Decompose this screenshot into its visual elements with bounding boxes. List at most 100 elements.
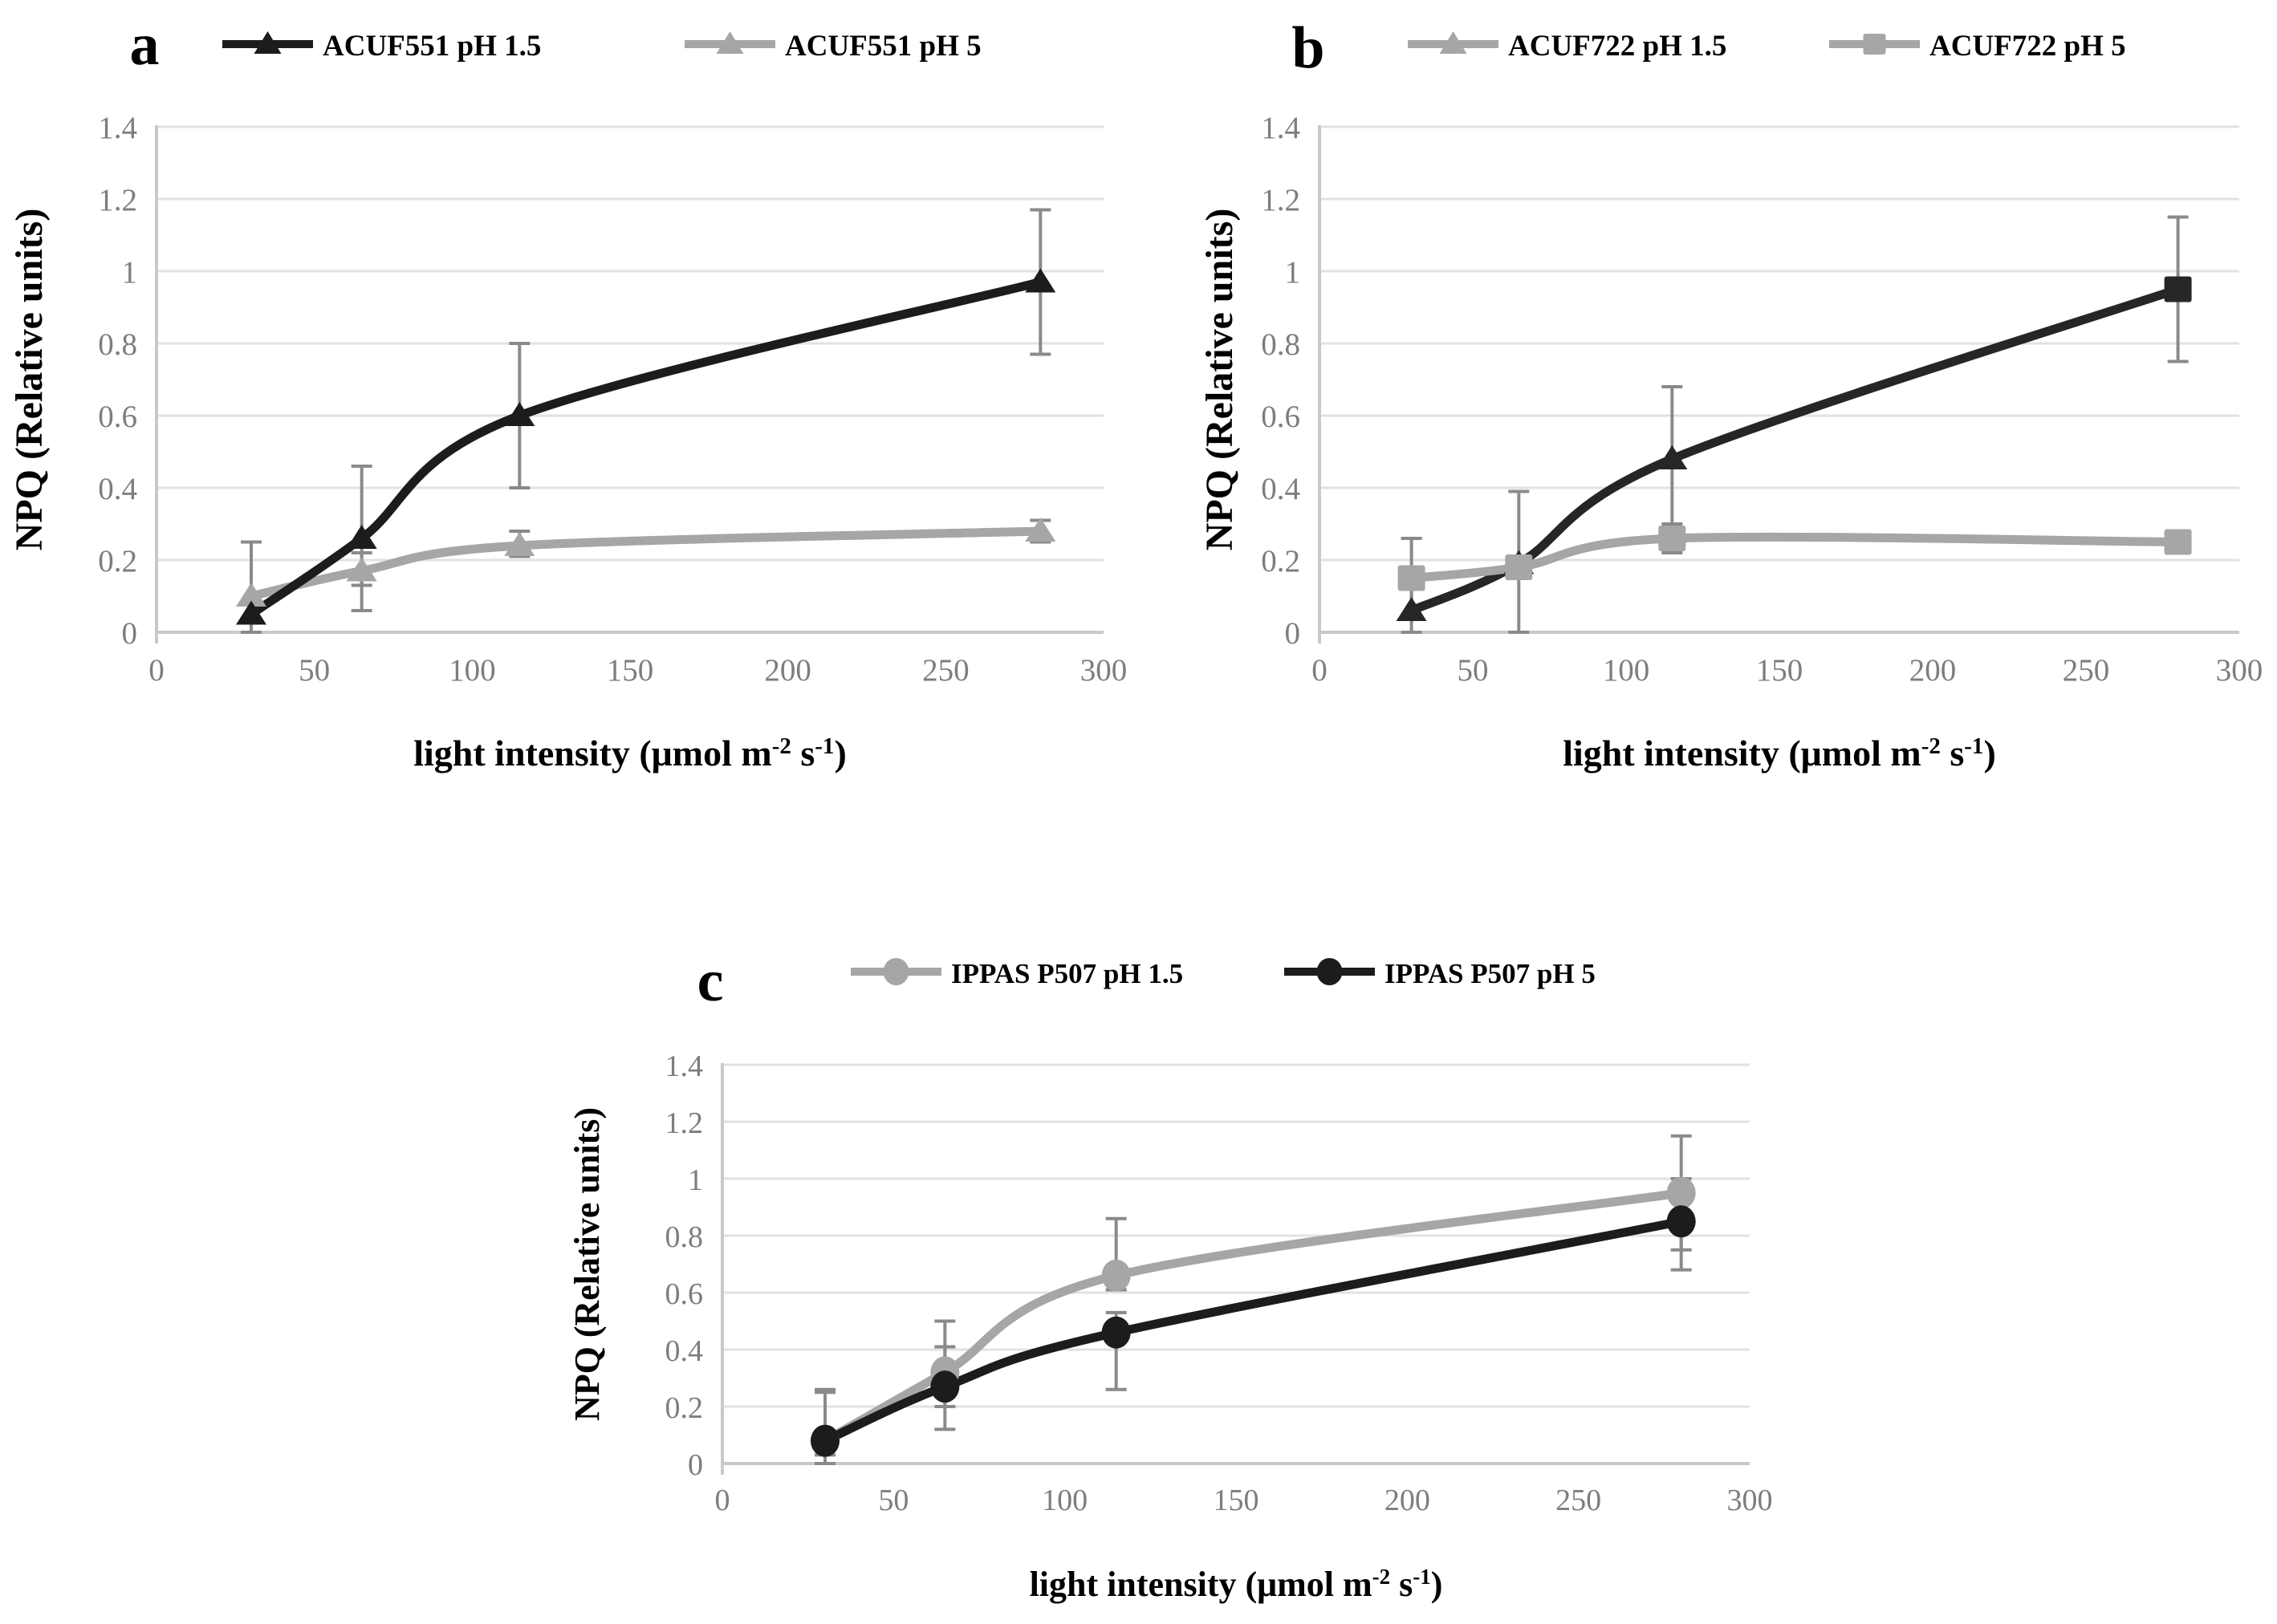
error-bars bbox=[351, 208, 1051, 612]
x-tick-label: 50 bbox=[878, 1484, 909, 1517]
x-axis-title-part: -1 bbox=[1413, 1565, 1431, 1589]
series-line bbox=[820, 1188, 1686, 1446]
panel-letter: b bbox=[1291, 15, 1324, 81]
series-markers bbox=[236, 518, 1056, 607]
data-point-marker bbox=[346, 557, 377, 582]
data-point-marker bbox=[2164, 529, 2192, 555]
legend-item: ACUF722 pH 5 bbox=[1829, 30, 2126, 63]
legend-item: IPPAS P507 pH 1.5 bbox=[851, 958, 1183, 989]
y-axis-title: NPQ (Relative units) bbox=[1198, 209, 1241, 551]
series-markers bbox=[811, 1205, 1696, 1457]
data-point-marker bbox=[1101, 1316, 1131, 1349]
x-tick-label: 200 bbox=[764, 653, 811, 688]
chart-panel-c: 0 0.2 0.4 0.6 0.8 1 1.2 1.4 0 50 100 150 200 250 300 c I… bbox=[567, 948, 1773, 1604]
x-tick-label: 0 bbox=[148, 653, 165, 688]
x-axis-title-part: -2 bbox=[1372, 1565, 1391, 1589]
y-tick-label: 1 bbox=[688, 1163, 703, 1197]
panel-letter: a bbox=[130, 12, 160, 78]
legend-item: IPPAS P507 pH 5 bbox=[1284, 958, 1596, 989]
legend-marker bbox=[1316, 958, 1343, 985]
y-tick-label: 0.6 bbox=[1261, 400, 1300, 434]
data-point-marker bbox=[1025, 518, 1056, 542]
y-tick-label: 1 bbox=[122, 255, 138, 290]
x-tick-label: 50 bbox=[299, 653, 330, 688]
x-axis-title-part: light intensity (μmol m bbox=[413, 733, 771, 773]
y-tick-label: 0.4 bbox=[665, 1334, 704, 1368]
x-axis-title: light intensity (μmol m-2 s-1) bbox=[413, 733, 847, 773]
x-axis-title-part: light intensity (μmol m bbox=[1030, 1565, 1372, 1604]
legend-marker bbox=[716, 31, 744, 54]
series-line bbox=[246, 526, 1045, 601]
x-tick-label: 250 bbox=[2063, 653, 2110, 688]
data-point-marker bbox=[1396, 597, 1427, 621]
gridlines bbox=[1319, 125, 2239, 562]
y-tick-label: 0.4 bbox=[98, 472, 137, 506]
x-axis-title-part: -2 bbox=[772, 733, 791, 759]
x-tick-label: 100 bbox=[1042, 1484, 1088, 1517]
legend-marker bbox=[1863, 34, 1886, 55]
x-axis-title-part: ) bbox=[1983, 733, 1995, 773]
x-tick-label: 250 bbox=[922, 653, 970, 688]
x-tick-label: 150 bbox=[607, 653, 654, 688]
y-tick-label: 1.2 bbox=[1261, 183, 1300, 217]
x-axis-title-part: ) bbox=[834, 733, 846, 773]
y-tick-label: 0.6 bbox=[665, 1277, 704, 1311]
y-axis-title: NPQ (Relative units) bbox=[8, 209, 51, 551]
x-tick-label: 200 bbox=[1384, 1484, 1430, 1517]
data-point-marker bbox=[504, 532, 535, 556]
series-markers bbox=[1397, 526, 2192, 591]
y-tick-label: 1.4 bbox=[98, 111, 137, 145]
x-tick-label: 250 bbox=[1555, 1484, 1601, 1517]
data-point-marker bbox=[504, 402, 535, 426]
tick-labels: 0 0.2 0.4 0.6 0.8 1 1.2 1.4 0 50 100 150 200 250 300 bbox=[98, 111, 1127, 688]
data-point-marker bbox=[1397, 565, 1425, 591]
y-tick-label: 0.2 bbox=[98, 544, 137, 579]
x-tick-label: 100 bbox=[1603, 653, 1650, 688]
y-tick-label: 1.2 bbox=[665, 1106, 704, 1140]
x-axis-title: light intensity (μmol m-2 s-1) bbox=[1563, 733, 1996, 773]
panel-letter: c bbox=[697, 948, 724, 1014]
legend-label: IPPAS P507 pH 1.5 bbox=[951, 958, 1183, 989]
x-tick-label: 300 bbox=[2216, 653, 2263, 688]
y-tick-label: 0 bbox=[122, 616, 138, 651]
legend-label: ACUF722 pH 5 bbox=[1929, 30, 2126, 63]
chart-panel-a: 0 0.2 0.4 0.6 0.8 1 1.2 1.4 0 50 100 150 200 250 300 a A… bbox=[8, 12, 1127, 773]
legend-item: ACUF551 pH 5 bbox=[685, 30, 982, 63]
data-point-marker bbox=[236, 600, 266, 625]
x-tick-label: 300 bbox=[1727, 1484, 1773, 1517]
x-axis-title: light intensity (μmol m-2 s-1) bbox=[1030, 1565, 1443, 1604]
y-tick-label: 0.8 bbox=[98, 327, 137, 362]
data-point-marker bbox=[1025, 268, 1056, 293]
y-tick-label: 0.8 bbox=[665, 1220, 704, 1254]
data-point-marker bbox=[1666, 1205, 1696, 1238]
y-tick-label: 1 bbox=[1285, 255, 1301, 290]
data-point-marker bbox=[1658, 526, 1686, 551]
y-tick-label: 0.8 bbox=[1261, 327, 1300, 362]
legend-item: ACUF551 pH 1.5 bbox=[222, 30, 541, 63]
legend-marker bbox=[1439, 31, 1467, 54]
x-axis-title-part: -1 bbox=[1964, 733, 1983, 759]
x-tick-label: 150 bbox=[1756, 653, 1803, 688]
y-tick-label: 1.2 bbox=[98, 183, 137, 217]
legend-label: ACUF722 pH 1.5 bbox=[1508, 30, 1726, 63]
data-point-marker bbox=[811, 1424, 840, 1457]
data-point-marker bbox=[236, 583, 266, 607]
data-point-marker bbox=[346, 525, 377, 549]
y-tick-label: 0.2 bbox=[665, 1391, 704, 1425]
y-tick-label: 1.4 bbox=[1261, 111, 1300, 145]
data-point-marker bbox=[1657, 445, 1688, 469]
y-tick-label: 0.6 bbox=[98, 400, 137, 434]
x-tick-label: 0 bbox=[1311, 653, 1328, 688]
gridlines bbox=[157, 125, 1104, 562]
series-line bbox=[820, 1216, 1686, 1446]
tick-labels: 0 0.2 0.4 0.6 0.8 1 1.2 1.4 0 50 100 150 200 250 300 bbox=[665, 1050, 1773, 1517]
x-tick-label: 200 bbox=[1909, 653, 1957, 688]
x-tick-label: 100 bbox=[449, 653, 496, 688]
x-axis-title-part: light intensity (μmol m bbox=[1563, 733, 1921, 773]
y-tick-label: 0 bbox=[688, 1448, 703, 1482]
x-axis-title-part: ) bbox=[1431, 1565, 1443, 1604]
legend-label: IPPAS P507 pH 5 bbox=[1384, 958, 1596, 989]
x-axis-title-part: s bbox=[1941, 733, 1964, 773]
y-axis-title: NPQ (Relative units) bbox=[567, 1107, 607, 1421]
chart-panel-b: 0 0.2 0.4 0.6 0.8 1 1.2 1.4 0 50 100 150 200 250 300 b A… bbox=[1198, 15, 2263, 773]
